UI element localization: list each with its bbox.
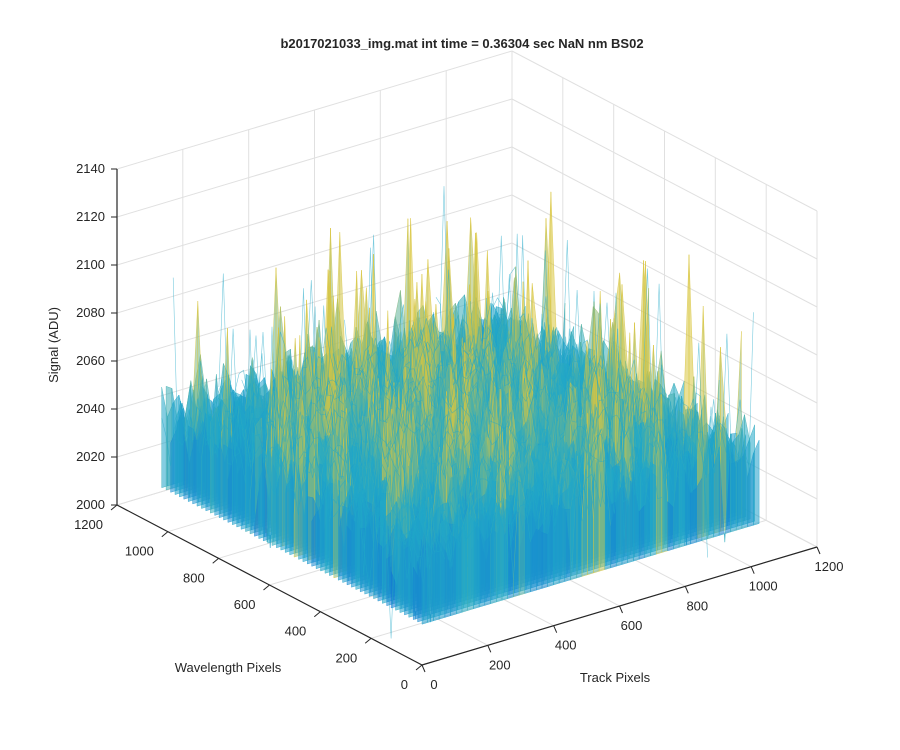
- side-grid-line: [511, 290, 818, 452]
- surface-patch: [638, 504, 646, 560]
- y-tick-label: 800: [183, 570, 205, 585]
- x-tick: [553, 625, 558, 633]
- back-grid-line: [116, 194, 513, 314]
- x-tick-label: 600: [621, 618, 643, 633]
- z-tick-label: 2020: [76, 449, 105, 464]
- z-tick-label: 2140: [76, 161, 105, 176]
- back-grid-line: [116, 98, 513, 218]
- x-tick-label: 0: [430, 677, 437, 692]
- x-tick: [750, 566, 755, 574]
- z-tick-label: 2060: [76, 353, 105, 368]
- z-tick-label: 2120: [76, 209, 105, 224]
- x-tick-label: 1200: [815, 559, 844, 574]
- x-tick-label: 1000: [749, 579, 778, 594]
- y-tick: [415, 664, 423, 671]
- surface-patch: [456, 527, 463, 615]
- surface-mesh: [161, 186, 760, 639]
- surface-patch: [650, 461, 657, 557]
- side-grid-line: [511, 146, 818, 308]
- surface-patch: [478, 527, 486, 608]
- y-tick: [364, 637, 372, 644]
- surface-patch: [467, 508, 474, 611]
- surface-patch: [690, 487, 697, 545]
- chart-title: b2017021033_img.mat int time = 0.36304 s…: [280, 36, 643, 51]
- y-tick-label: 0: [401, 677, 408, 692]
- x-axis-label: Track Pixels: [580, 670, 651, 685]
- surface-patch: [427, 540, 434, 623]
- x-tick-label: 400: [555, 638, 577, 653]
- x-tick: [684, 586, 689, 594]
- surface-patch: [695, 477, 703, 543]
- z-axis-label: Signal (ADU): [46, 307, 61, 383]
- z-tick-label: 2100: [76, 257, 105, 272]
- y-tick: [263, 584, 270, 591]
- side-grid-line: [511, 98, 818, 260]
- surface-patch: [536, 528, 543, 591]
- side-grid-line: [511, 242, 818, 404]
- surface-patch: [484, 534, 491, 606]
- y-tick-label: 400: [285, 624, 307, 639]
- z-tick-label: 2000: [76, 497, 105, 512]
- y-tick-label: 1000: [125, 544, 154, 559]
- back-grid-line: [116, 50, 513, 170]
- surface-patch: [433, 540, 440, 622]
- y-axis-label: Wavelength Pixels: [175, 660, 282, 675]
- x-tick: [487, 645, 492, 653]
- x-tick: [619, 605, 623, 614]
- back-grid-line: [116, 146, 513, 266]
- y-tick: [212, 557, 220, 564]
- y-tick-label: 1200: [74, 517, 103, 532]
- surface-patch: [541, 532, 548, 589]
- z-tick-label: 2040: [76, 401, 105, 416]
- surface-patch: [667, 500, 674, 552]
- z-tick-label: 2080: [76, 305, 105, 320]
- y-tick-label: 200: [335, 650, 357, 665]
- surface-patch: [558, 506, 566, 584]
- x-tick-label: 200: [489, 657, 511, 672]
- x-tick: [421, 664, 426, 673]
- surface-patch: [473, 520, 480, 610]
- x-tick-label: 800: [686, 598, 708, 613]
- y-tick-label: 600: [234, 597, 256, 612]
- y-tick: [313, 611, 321, 618]
- y-tick: [161, 531, 169, 538]
- x-tick: [816, 546, 821, 555]
- side-grid-line: [511, 50, 818, 212]
- surface-patch: [564, 508, 571, 582]
- side-grid-line: [511, 194, 818, 356]
- y-tick: [110, 504, 118, 511]
- surface-patch: [753, 440, 760, 526]
